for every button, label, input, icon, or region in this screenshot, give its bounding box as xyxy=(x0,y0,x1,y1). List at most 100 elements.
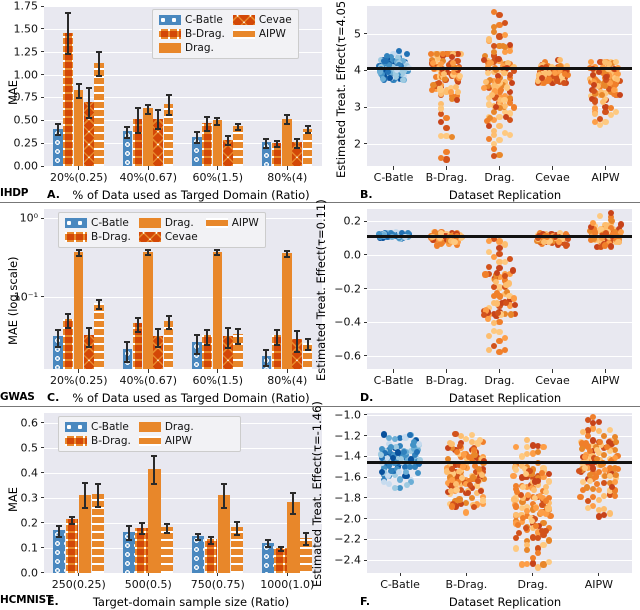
bar-c-drag-0[interactable] xyxy=(73,251,84,370)
x-tick-label: C-Batle xyxy=(380,577,420,591)
bar-c-cbatle-2[interactable] xyxy=(192,342,202,370)
panel-d-plot[interactable] xyxy=(367,209,632,370)
bar-a-aipw-0[interactable] xyxy=(94,62,104,166)
bar-a-bdrag-2[interactable] xyxy=(202,123,212,166)
legend-item-bdrag[interactable]: B-Drag. xyxy=(65,435,131,447)
bar-e-drag-2[interactable] xyxy=(217,494,231,573)
y-tick-mark xyxy=(40,28,44,30)
legend-item-drag[interactable]: Drag. xyxy=(138,421,194,433)
bar-e-cbatle-1[interactable] xyxy=(122,532,135,573)
bar-e-bdrag-2[interactable] xyxy=(204,539,218,573)
legend-label: Drag. xyxy=(185,42,214,54)
legend-item-cevae[interactable]: Cevae xyxy=(232,14,292,26)
bar-e-bdrag-0[interactable] xyxy=(65,519,79,573)
bar-c-cbatle-0[interactable] xyxy=(53,336,63,370)
legend-item-drag[interactable]: Drag. xyxy=(159,42,225,54)
data-point xyxy=(556,68,563,75)
bar-a-cbatle-0[interactable] xyxy=(53,128,63,166)
bar-e-cbatle-0[interactable] xyxy=(53,530,66,573)
data-point xyxy=(436,54,443,62)
bar-c-bdrag-2[interactable] xyxy=(202,335,212,370)
bar-c-aipw-0[interactable] xyxy=(94,302,104,370)
data-point xyxy=(397,443,404,450)
bar-a-aipw-3[interactable] xyxy=(302,128,313,166)
bar-e-bdrag-1[interactable] xyxy=(135,527,148,573)
error-cap xyxy=(155,345,162,348)
bar-e-aipw-2[interactable] xyxy=(230,527,243,573)
legend-item-bdrag[interactable]: B-Drag. xyxy=(159,28,225,40)
panel-f-plot[interactable] xyxy=(367,412,632,573)
data-point xyxy=(514,489,521,496)
data-point xyxy=(496,12,503,19)
bar-a-bdrag-0[interactable] xyxy=(63,32,73,166)
bar-c-aipw-1[interactable] xyxy=(163,320,174,370)
bar-a-cevae-1[interactable] xyxy=(153,118,164,166)
bar-a-aipw-2[interactable] xyxy=(233,125,243,166)
bar-e-cbatle-2[interactable] xyxy=(192,535,205,573)
bar-c-cevae-3[interactable] xyxy=(292,338,303,370)
bar-a-aipw-1[interactable] xyxy=(163,103,174,166)
bar-a-cevae-2[interactable] xyxy=(222,139,233,166)
data-point xyxy=(407,432,414,439)
data-point xyxy=(591,82,598,89)
data-point xyxy=(507,110,514,117)
bar-a-cbatle-2[interactable] xyxy=(192,136,202,166)
error-bar xyxy=(67,313,70,327)
bar-c-drag-2[interactable] xyxy=(212,251,223,370)
bar-e-aipw-3[interactable] xyxy=(300,537,313,573)
x-tick-mark xyxy=(552,369,553,373)
bar-e-drag-0[interactable] xyxy=(78,494,92,573)
bar-e-aipw-1[interactable] xyxy=(161,527,174,573)
bar-a-bdrag-3[interactable] xyxy=(271,143,282,166)
data-point xyxy=(561,79,568,86)
panel-b-plot[interactable] xyxy=(367,6,632,166)
bar-c-cevae-1[interactable] xyxy=(153,336,164,370)
data-point xyxy=(540,79,547,86)
bar-e-bdrag-3[interactable] xyxy=(274,547,287,573)
data-point xyxy=(496,152,503,159)
bar-e-cbatle-3[interactable] xyxy=(261,542,274,573)
bar-c-aipw-2[interactable] xyxy=(233,334,243,370)
bar-e-aipw-0[interactable] xyxy=(91,494,104,573)
legend-item-drag[interactable]: Drag. xyxy=(138,217,198,229)
data-point xyxy=(577,494,584,501)
bar-a-drag-1[interactable] xyxy=(143,108,153,166)
legend-item-bdrag[interactable]: B-Drag. xyxy=(65,231,131,243)
bar-a-bdrag-1[interactable] xyxy=(132,119,143,166)
bar-a-drag-2[interactable] xyxy=(212,120,223,166)
error-bar xyxy=(157,328,160,347)
legend-item-cevae[interactable]: Cevae xyxy=(138,231,198,243)
bar-a-cbatle-3[interactable] xyxy=(261,142,272,166)
bar-c-bdrag-0[interactable] xyxy=(63,319,73,370)
y-tick-label: 4 xyxy=(354,63,361,77)
bar-e-drag-1[interactable] xyxy=(148,468,161,573)
data-point xyxy=(540,561,547,568)
bar-a-drag-0[interactable] xyxy=(73,90,84,166)
bar-a-cevae-3[interactable] xyxy=(292,142,303,166)
bar-e-drag-3[interactable] xyxy=(287,502,300,573)
bar-c-cevae-0[interactable] xyxy=(83,335,94,370)
legend-item-aipw[interactable]: AIPW xyxy=(232,28,292,40)
legend-item-aipw[interactable]: AIPW xyxy=(138,435,194,447)
data-point xyxy=(478,471,485,478)
bar-c-bdrag-3[interactable] xyxy=(271,335,282,370)
legend-item-cbatle[interactable]: C-Batle xyxy=(159,14,225,26)
panel-a-plot[interactable] xyxy=(44,6,322,166)
bar-c-drag-1[interactable] xyxy=(143,251,153,370)
data-point xyxy=(391,485,398,492)
bar-c-bdrag-1[interactable] xyxy=(132,323,143,370)
bar-a-cevae-0[interactable] xyxy=(83,102,94,166)
bar-c-aipw-3[interactable] xyxy=(302,343,313,370)
legend-item-aipw[interactable]: AIPW xyxy=(205,217,259,229)
data-point xyxy=(448,237,455,245)
bar-a-cbatle-1[interactable] xyxy=(122,131,133,166)
legend-item-cbatle[interactable]: C-Batle xyxy=(65,421,131,433)
bar-c-cevae-2[interactable] xyxy=(222,335,233,370)
data-point xyxy=(383,57,390,64)
bar-c-drag-3[interactable] xyxy=(282,253,292,370)
legend-item-cbatle[interactable]: C-Batle xyxy=(65,217,131,229)
bar-a-drag-3[interactable] xyxy=(282,118,292,166)
